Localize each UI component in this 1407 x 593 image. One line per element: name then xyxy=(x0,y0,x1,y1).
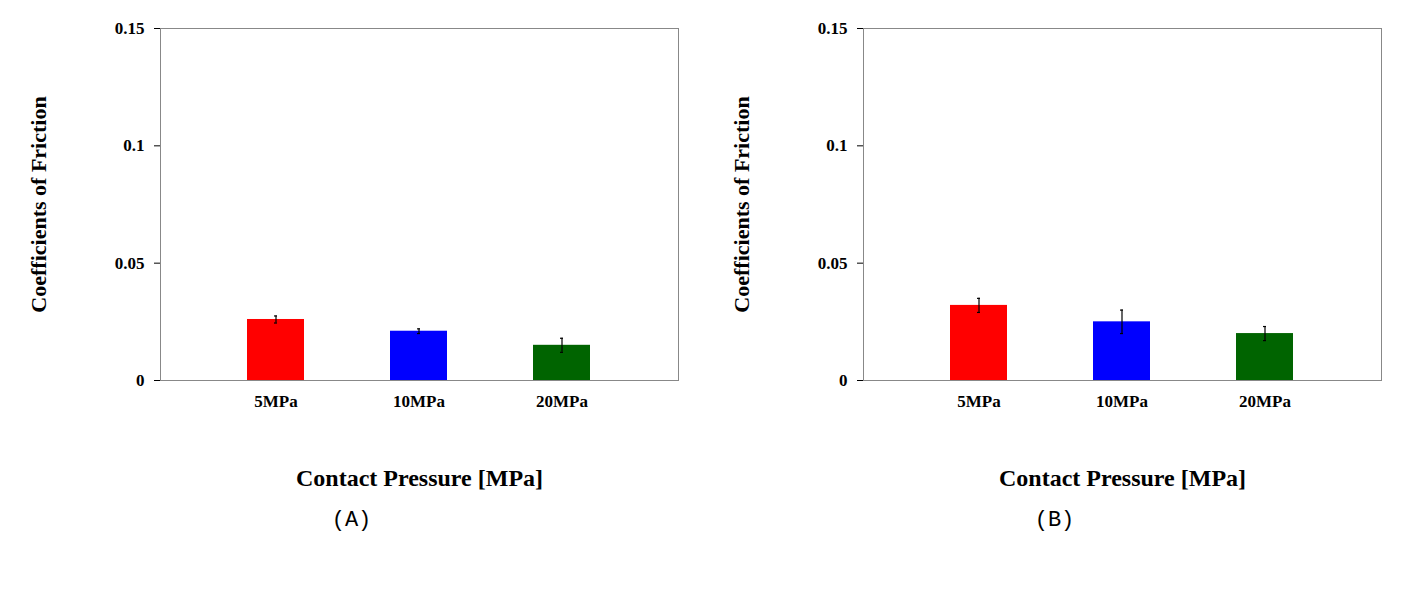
svg-text:0: 0 xyxy=(839,371,848,390)
svg-text:0.1: 0.1 xyxy=(123,136,144,155)
svg-text:5MPa: 5MPa xyxy=(957,392,1001,411)
svg-text:Contact Pressure [MPa]: Contact Pressure [MPa] xyxy=(999,465,1246,491)
svg-text:Coefficients of Friction: Coefficients of Friction xyxy=(26,96,51,312)
svg-text:5MPa: 5MPa xyxy=(254,392,298,411)
svg-text:20MPa: 20MPa xyxy=(1239,392,1291,411)
svg-text:10MPa: 10MPa xyxy=(1096,392,1148,411)
svg-text:0.05: 0.05 xyxy=(818,254,848,273)
svg-text:0.1: 0.1 xyxy=(826,136,847,155)
svg-text:0: 0 xyxy=(136,371,145,390)
svg-text:20MPa: 20MPa xyxy=(536,392,588,411)
svg-text:Coefficients of Friction: Coefficients of Friction xyxy=(729,96,754,312)
svg-text:0.05: 0.05 xyxy=(115,254,145,273)
html-text:(A): (A) xyxy=(331,508,372,533)
svg-text:0.15: 0.15 xyxy=(115,19,145,38)
svg-text:10MPa: 10MPa xyxy=(393,392,445,411)
svg-text:0.15: 0.15 xyxy=(818,19,848,38)
html-text:(B): (B) xyxy=(1034,508,1075,533)
svg-text:Contact Pressure [MPa]: Contact Pressure [MPa] xyxy=(296,465,543,491)
